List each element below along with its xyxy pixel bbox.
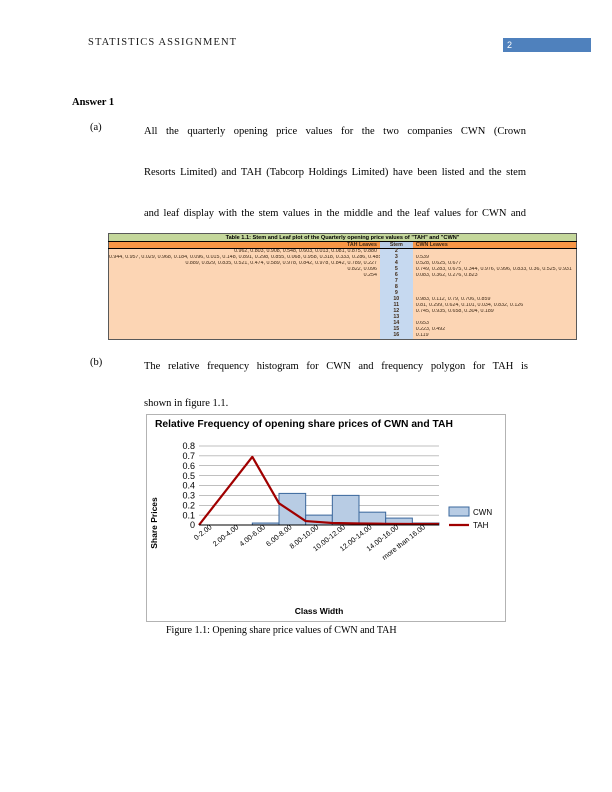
svg-text:Share Prices: Share Prices <box>149 497 159 549</box>
svg-text:4.00-6.00: 4.00-6.00 <box>237 522 266 548</box>
svg-text:0: 0 <box>190 520 195 530</box>
svg-text:0.7: 0.7 <box>182 451 195 461</box>
svg-text:0.5: 0.5 <box>182 471 195 481</box>
svg-text:0.8: 0.8 <box>182 441 195 451</box>
svg-text:Class Width: Class Width <box>295 606 344 616</box>
svg-text:0.1: 0.1 <box>182 510 195 520</box>
svg-text:0.6: 0.6 <box>182 461 195 471</box>
svg-text:0-2.00: 0-2.00 <box>192 522 214 542</box>
svg-text:0.4: 0.4 <box>182 481 195 491</box>
svg-text:0.3: 0.3 <box>182 491 195 501</box>
svg-text:TAH: TAH <box>473 521 489 530</box>
svg-text:0.2: 0.2 <box>182 500 195 510</box>
svg-text:2.00-4.00: 2.00-4.00 <box>211 522 240 548</box>
svg-text:CWN: CWN <box>473 508 492 517</box>
